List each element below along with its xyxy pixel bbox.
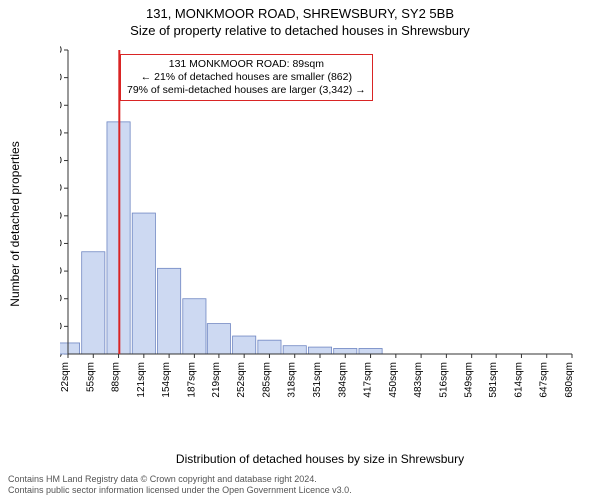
svg-text:22sqm: 22sqm (60, 362, 71, 392)
callout-line: 79% of semi-detached houses are larger (… (127, 84, 366, 97)
y-axis-label: Number of detached properties (8, 44, 28, 404)
svg-text:351sqm: 351sqm (312, 362, 323, 398)
svg-text:55sqm: 55sqm (85, 362, 96, 392)
svg-text:600: 600 (60, 266, 62, 277)
callout-line: 131 MONKMOOR ROAD: 89sqm (127, 58, 366, 71)
svg-text:417sqm: 417sqm (363, 362, 374, 398)
svg-text:1400: 1400 (60, 156, 62, 167)
callout-line: ← 21% of detached houses are smaller (86… (127, 71, 366, 84)
svg-text:647sqm: 647sqm (539, 362, 550, 398)
svg-text:1600: 1600 (60, 128, 62, 139)
svg-text:400: 400 (60, 294, 62, 305)
svg-text:187sqm: 187sqm (186, 362, 197, 398)
svg-text:1800: 1800 (60, 100, 62, 111)
svg-text:1200: 1200 (60, 183, 62, 194)
attribution-line-2: Contains public sector information licen… (8, 485, 352, 496)
svg-text:121sqm: 121sqm (136, 362, 147, 398)
svg-text:2000: 2000 (60, 73, 62, 84)
page-subtitle: Size of property relative to detached ho… (0, 21, 600, 38)
svg-text:2200: 2200 (60, 45, 62, 56)
svg-text:219sqm: 219sqm (211, 362, 222, 398)
svg-text:88sqm: 88sqm (111, 362, 122, 392)
svg-text:614sqm: 614sqm (513, 362, 524, 398)
svg-text:680sqm: 680sqm (564, 362, 575, 398)
svg-text:581sqm: 581sqm (488, 362, 499, 398)
svg-text:252sqm: 252sqm (236, 362, 247, 398)
reference-callout: 131 MONKMOOR ROAD: 89sqm← 21% of detache… (120, 54, 373, 101)
svg-text:318sqm: 318sqm (287, 362, 298, 398)
svg-text:154sqm: 154sqm (161, 362, 172, 398)
x-axis-label: Distribution of detached houses by size … (60, 452, 580, 466)
svg-text:200: 200 (60, 321, 62, 332)
svg-text:285sqm: 285sqm (261, 362, 272, 398)
svg-text:549sqm: 549sqm (464, 362, 475, 398)
page-title: 131, MONKMOOR ROAD, SHREWSBURY, SY2 5BB (0, 0, 600, 21)
attribution-text: Contains HM Land Registry data © Crown c… (8, 474, 352, 496)
svg-text:800: 800 (60, 238, 62, 249)
svg-text:450sqm: 450sqm (388, 362, 399, 398)
svg-text:384sqm: 384sqm (337, 362, 348, 398)
svg-text:516sqm: 516sqm (438, 362, 449, 398)
attribution-line-1: Contains HM Land Registry data © Crown c… (8, 474, 352, 485)
svg-text:483sqm: 483sqm (413, 362, 424, 398)
svg-text:1000: 1000 (60, 211, 62, 222)
